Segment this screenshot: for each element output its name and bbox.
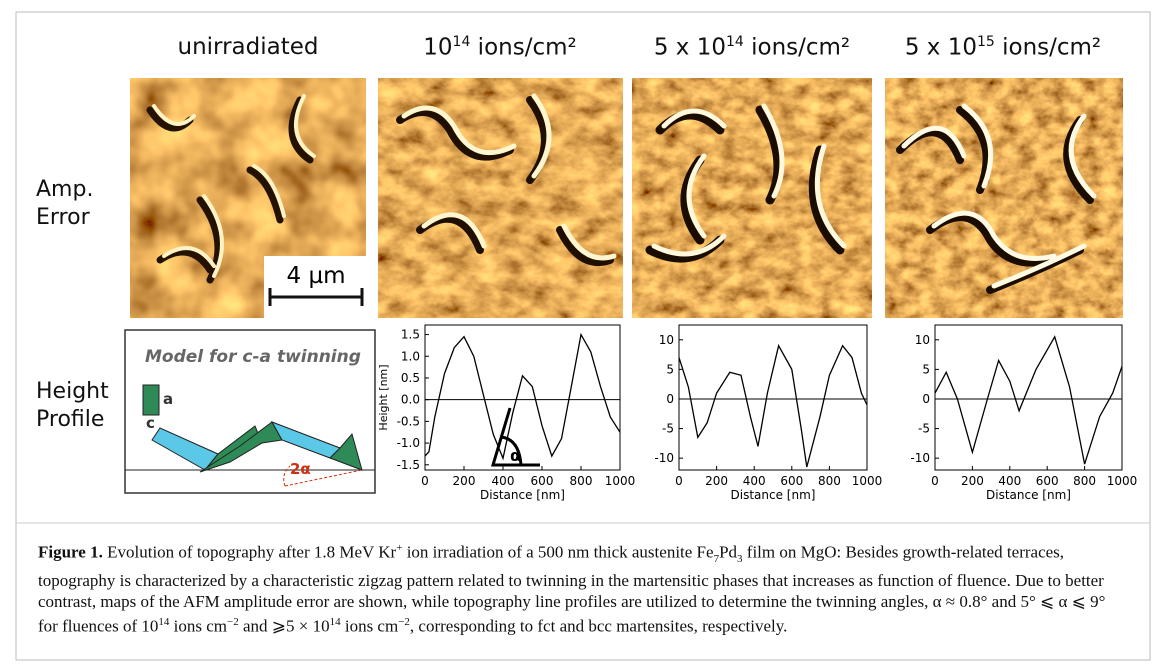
model-title: Model for c-a twinning (145, 347, 361, 367)
x-tick-label: 200 (705, 474, 728, 488)
column-header: 5 x 1015 ions/cm² (878, 34, 1128, 61)
text-run: 5 x 10 (654, 35, 726, 61)
x-tick-label: 600 (780, 474, 803, 488)
y-tick-label: 0 (666, 392, 674, 406)
y-tick-label: -1.5 (397, 458, 420, 472)
row-label: Amp. Error (36, 176, 93, 232)
x-tick-label: 1000 (1107, 474, 1138, 488)
profile-line (935, 337, 1122, 464)
x-axis-label: Distance [nm] (480, 488, 565, 502)
text-run: ions/cm² (470, 35, 576, 61)
text-run: ion irradiation of a 500 nm thick austen… (402, 543, 713, 562)
x-tick-label: 600 (531, 474, 554, 488)
y-tick-label: 0.5 (401, 371, 420, 385)
text-run: 14 (453, 34, 471, 50)
x-tick-label: 0 (931, 474, 939, 488)
model-a: a (163, 390, 173, 408)
y-tick-label: -0.5 (397, 414, 420, 428)
x-tick-label: 1000 (605, 474, 636, 488)
x-tick-label: 0 (421, 474, 429, 488)
plot-frame (935, 325, 1122, 470)
text-run: ions cm (169, 617, 227, 636)
model-c: c (146, 414, 155, 432)
profile-line (679, 346, 867, 467)
x-tick-label: 200 (961, 474, 984, 488)
x-tick-label: 800 (818, 474, 841, 488)
model-diagram: Model for c-a twinning a c 2α (125, 330, 375, 493)
scale-bar-label: 4 µm (287, 263, 346, 289)
y-tick-label: 1.0 (401, 349, 420, 363)
y-tick-label: -10 (910, 451, 930, 465)
text-run: unirradiated (178, 34, 319, 60)
x-tick-label: 400 (743, 474, 766, 488)
text-run: ions/cm² (995, 35, 1101, 61)
x-tick-label: 1000 (852, 474, 883, 488)
text-run: 14 (330, 616, 341, 628)
profile-line (425, 335, 620, 459)
text-run: 15 (977, 34, 995, 50)
column-header: unirradiated (123, 34, 373, 60)
y-tick-label: 5 (666, 362, 674, 376)
page: 4 µm Model for c-a twinning a c 2α 0 200 4… (0, 0, 1166, 672)
x-tick-label: 400 (998, 474, 1021, 488)
y-tick-label: -10 (654, 451, 674, 465)
x-tick-label: 800 (570, 474, 593, 488)
x-tick-label: 400 (492, 474, 515, 488)
text-run: −2 (398, 616, 410, 628)
x-tick-label: 200 (453, 474, 476, 488)
text-run: , corresponding to fct and bcc martensit… (410, 617, 788, 636)
y-tick-label: 10 (659, 333, 674, 347)
y-tick-label: -5 (918, 422, 930, 436)
text-run: 14 (158, 616, 169, 628)
y-tick-label: 1.5 (401, 328, 420, 342)
x-axis-label: Distance [nm] (731, 488, 816, 502)
caption: Figure 1. Evolution of topography after … (38, 538, 1118, 637)
x-tick-label: 0 (675, 474, 683, 488)
afm-images: 4 µm (130, 78, 1123, 318)
y-tick-label: -5 (662, 422, 674, 436)
text-run: 10 (423, 35, 452, 61)
y-tick-label: 0.0 (401, 393, 420, 407)
column-header: 5 x 1014 ions/cm² (627, 34, 877, 61)
afm-image (632, 78, 872, 318)
angle-label: α (510, 446, 521, 465)
text-run: ions/cm² (744, 35, 850, 61)
x-axis-label: Distance [nm] (986, 488, 1071, 502)
y-tick-label: 10 (915, 333, 930, 347)
text-run: 14 (726, 34, 744, 50)
text-run: Pd (719, 543, 737, 562)
text-run: ions cm (341, 617, 399, 636)
x-tick-label: 800 (1073, 474, 1096, 488)
text-run: 5 x 10 (905, 35, 977, 61)
text-run: Figure 1. (38, 543, 103, 562)
text-run: −2 (227, 616, 239, 628)
text-run: Evolution of topography after 1.8 MeV Kr (103, 543, 396, 562)
row-label: Height Profile (36, 378, 109, 434)
column-header: 1014 ions/cm² (375, 34, 625, 61)
y-axis-label: Height [nm] (377, 364, 390, 430)
x-tick-label: 600 (1036, 474, 1059, 488)
text-run: and ⩾5 × 10 (239, 617, 330, 636)
y-tick-label: -1.0 (397, 436, 420, 450)
model-angle: 2α (290, 460, 311, 478)
y-tick-label: 0 (922, 392, 930, 406)
y-tick-label: 5 (922, 362, 930, 376)
plot-frame (679, 325, 867, 470)
